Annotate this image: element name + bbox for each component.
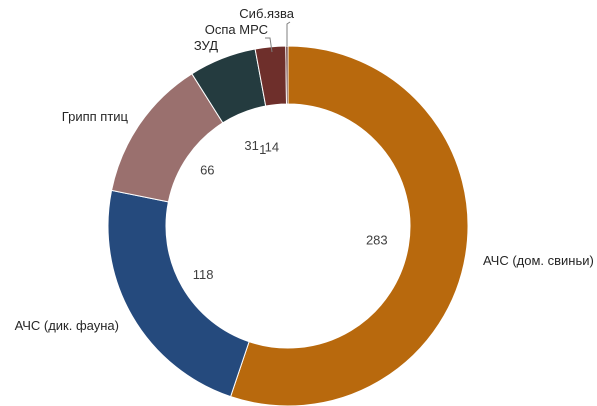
- value-label-ach-domestic: 283: [366, 233, 388, 248]
- value-label-ach-wild: 118: [193, 267, 214, 282]
- slice-sib: [285, 45, 289, 105]
- category-label-bird-flu: Грипп птиц: [62, 109, 129, 124]
- category-label-ach-domestic: АЧС (дом. свиньи): [483, 253, 594, 268]
- category-label-ospa: Оспа МРС: [205, 22, 268, 37]
- leader-line-ospa: [265, 37, 273, 53]
- leader-line-sib: [286, 21, 291, 46]
- slice-ach-domestic: [229, 45, 469, 406]
- category-label-sib: Сиб.язва: [239, 6, 294, 21]
- value-label-zud: 31: [244, 138, 258, 153]
- category-label-zud: ЗУД: [194, 38, 218, 53]
- slice-ach-wild: [107, 189, 250, 398]
- leader-lines: [265, 21, 291, 53]
- category-label-ach-wild: АЧС (дик. фауна): [15, 318, 119, 333]
- value-label-ospa: 14: [265, 140, 279, 155]
- donut-slices: [107, 45, 469, 406]
- value-label-sib: 1: [259, 142, 266, 157]
- value-label-bird-flu: 66: [200, 162, 214, 177]
